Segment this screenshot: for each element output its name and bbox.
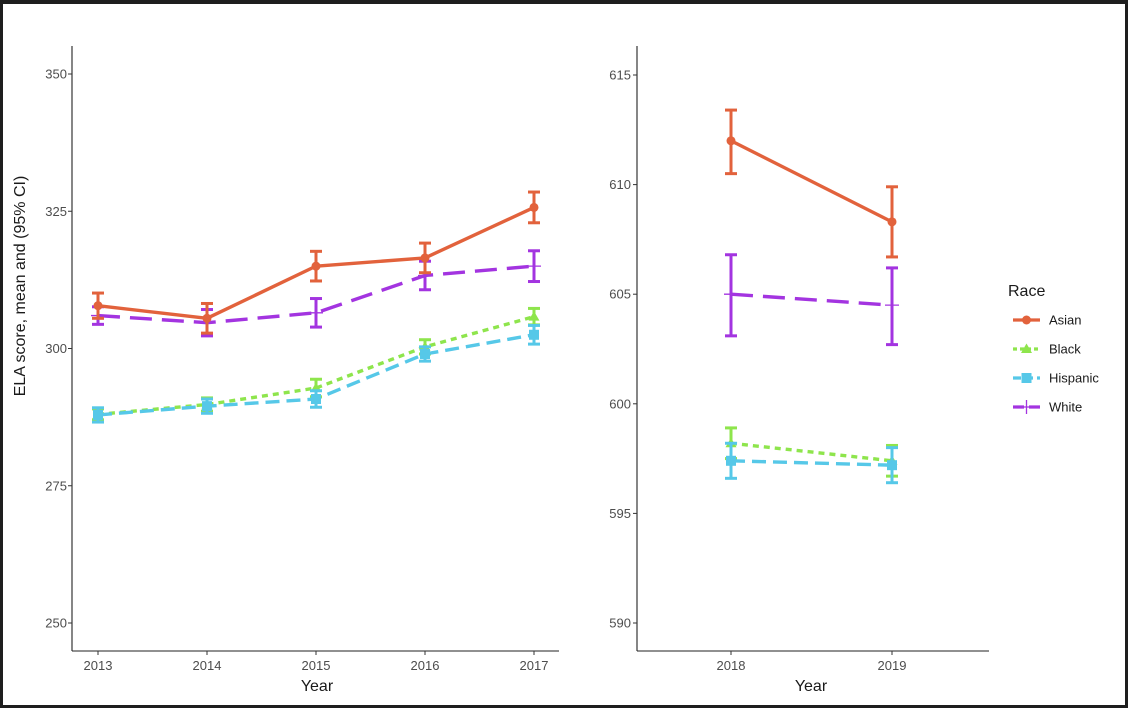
y-tick-label: 300 [45, 341, 67, 356]
data-point [527, 259, 541, 274]
legend-item-black: Black [1013, 342, 1081, 357]
data-point [887, 460, 897, 471]
y-tick-label: 325 [45, 204, 67, 219]
series-hispanic [725, 441, 898, 485]
data-point [529, 202, 539, 212]
data-point [726, 455, 736, 466]
data-point [93, 409, 103, 420]
data-point [311, 261, 321, 271]
data-point [528, 311, 540, 321]
data-point [529, 329, 539, 340]
series-asian [725, 108, 898, 259]
data-point [726, 136, 736, 146]
legend-item-white: White [1013, 400, 1082, 415]
x-tick-label: 2013 [84, 658, 113, 673]
panel-1: 250 275 300 325 350 2013 2014 2015 2016 2017 Year E… [12, 46, 559, 695]
y-tick-label: 595 [609, 506, 631, 521]
x-tick-label: 2015 [302, 658, 331, 673]
series-line [730, 139, 893, 224]
legend-item-asian: Asian [1013, 313, 1082, 328]
y-tick-label: 275 [45, 478, 67, 493]
legend-key-marker [1021, 343, 1032, 353]
x-axis-title: Year [795, 678, 828, 695]
series-line [730, 459, 893, 467]
x-tick-label: 2016 [411, 658, 440, 673]
y-tick-label: 605 [609, 287, 631, 302]
data-point [202, 313, 212, 323]
legend-label: White [1049, 400, 1082, 415]
chart-frame: 250 275 300 325 350 2013 2014 2015 2016 2017 Year E… [3, 4, 1125, 705]
legend: Race Asian Black Hispanic White [1008, 283, 1099, 415]
legend-label: Hispanic [1049, 371, 1099, 386]
y-tick-label: 250 [45, 616, 67, 631]
series-line [730, 292, 893, 307]
x-axis-title: Year [301, 678, 334, 695]
data-point [420, 253, 430, 263]
series-white [724, 253, 899, 347]
series-hispanic [92, 323, 540, 424]
series-white [91, 249, 541, 338]
y-tick-label: 350 [45, 67, 67, 82]
series-black [725, 426, 898, 478]
y-tick-label: 615 [609, 68, 631, 83]
data-point [885, 298, 899, 313]
legend-label: Asian [1049, 313, 1082, 328]
legend-label: Black [1049, 342, 1081, 357]
y-tick-label: 600 [609, 396, 631, 411]
series-line [730, 441, 893, 463]
chart-canvas: 250 275 300 325 350 2013 2014 2015 2016 2017 Year E… [12, 46, 1099, 695]
series-line [97, 264, 535, 325]
legend-key-marker [1019, 400, 1034, 414]
y-axis-title: ELA score, mean and (95% CI) [12, 176, 29, 397]
legend-item-hispanic: Hispanic [1013, 371, 1099, 386]
x-tick-label: 2019 [878, 658, 907, 673]
series-asian [92, 190, 540, 335]
data-point [311, 394, 321, 405]
x-tick-label: 2014 [193, 658, 222, 673]
data-point [309, 305, 323, 320]
legend-title: Race [1008, 283, 1045, 300]
data-point [93, 301, 103, 311]
legend-key-marker [1021, 373, 1032, 383]
data-point [887, 217, 897, 227]
data-point [420, 348, 430, 359]
x-tick-label: 2017 [520, 658, 549, 673]
legend-key-marker [1022, 315, 1031, 325]
x-tick-label: 2018 [717, 658, 746, 673]
y-tick-label: 610 [609, 177, 631, 192]
panel-2: 590 595 600 605 610 615 2018 2019 Year [609, 46, 989, 695]
y-tick-label: 590 [609, 616, 631, 631]
data-point [202, 401, 212, 412]
data-point [724, 287, 738, 302]
